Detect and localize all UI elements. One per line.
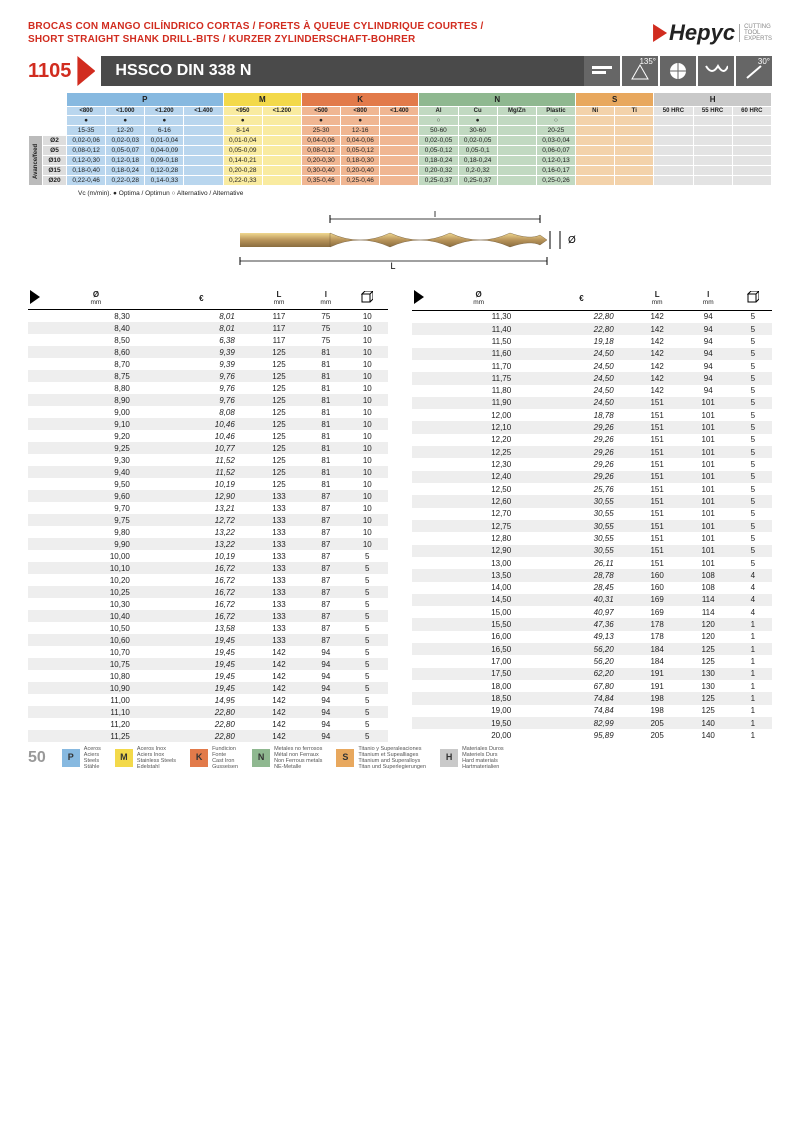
legend-item: KFundicion Fonte Cast Iron Gusseisen bbox=[190, 746, 238, 770]
table-row: 11,2522,80142945 bbox=[28, 730, 388, 742]
legend-item: HMateriales Duros Materiels Durs Hard ma… bbox=[440, 746, 504, 770]
table-row: 12,9030,551511015 bbox=[412, 545, 772, 557]
legend-item: NMetales no ferrosos Métal non Ferraux N… bbox=[252, 746, 322, 770]
table-row: 14,5040,311691144 bbox=[412, 594, 772, 606]
table-row: 13,5028,781601084 bbox=[412, 569, 772, 581]
table-row: 8,909,761258110 bbox=[28, 394, 388, 406]
table-row: 15,0040,971691144 bbox=[412, 606, 772, 618]
table-row: 8,506,381177510 bbox=[28, 334, 388, 346]
table-row: 12,7030,551511015 bbox=[412, 508, 772, 520]
table-row: 8,809,761258110 bbox=[28, 382, 388, 394]
table-row: 10,0010,19133875 bbox=[28, 550, 388, 562]
svg-text:l: l bbox=[434, 211, 436, 219]
table-row: 10,1016,72133875 bbox=[28, 562, 388, 574]
table-row: 14,0028,451601084 bbox=[412, 582, 772, 594]
table-row: 9,2510,771258110 bbox=[28, 442, 388, 454]
table-row: 10,6019,45133875 bbox=[28, 634, 388, 646]
table-row: 17,0056,201841251 bbox=[412, 655, 772, 667]
svg-text:Ø: Ø bbox=[568, 235, 576, 246]
table-row: 11,4022,80142945 bbox=[412, 323, 772, 335]
table-row: 15,5047,361781201 bbox=[412, 618, 772, 630]
legend-item: STitanio y Superaleaciones Titanium et S… bbox=[336, 746, 426, 770]
table-row: 10,3016,72133875 bbox=[28, 598, 388, 610]
page-number: 50 bbox=[28, 749, 46, 767]
table-row: 11,0014,95142945 bbox=[28, 694, 388, 706]
table-row: 9,1010,461258110 bbox=[28, 418, 388, 430]
table-row: 11,1022,80142945 bbox=[28, 706, 388, 718]
page-title: BROCAS CON MANGO CILÍNDRICO CORTAS / FOR… bbox=[28, 20, 484, 46]
table-row: 18,0067,801911301 bbox=[412, 680, 772, 692]
table-row: 11,3022,80142945 bbox=[412, 310, 772, 323]
table-row: 11,7024,50142945 bbox=[412, 360, 772, 372]
table-row: 9,2010,461258110 bbox=[28, 430, 388, 442]
table-row: 11,9024,501511015 bbox=[412, 397, 772, 409]
svg-text:L: L bbox=[390, 261, 395, 271]
brand-logo: Hepyc CUTTING TOOL EXPERTS bbox=[653, 20, 772, 46]
legend-item: PAceros Aciers Steels Stähle bbox=[62, 746, 101, 770]
table-row: 12,1029,261511015 bbox=[412, 421, 772, 433]
table-row: 18,5074,841981251 bbox=[412, 692, 772, 704]
product-table-left: Ømm€Lmmlmm8,308,0111775108,408,011177510… bbox=[28, 287, 388, 742]
shank-icon bbox=[584, 56, 620, 86]
table-row: 13,0026,111511015 bbox=[412, 557, 772, 569]
table-row: 11,5019,18142945 bbox=[412, 335, 772, 347]
table-row: 9,4011,521258110 bbox=[28, 466, 388, 478]
flute-icon bbox=[698, 56, 734, 86]
table-row: 9,7512,721338710 bbox=[28, 514, 388, 526]
table-row: 9,7013,211338710 bbox=[28, 502, 388, 514]
table-row: 11,7524,50142945 bbox=[412, 372, 772, 384]
table-row: 16,5056,201841251 bbox=[412, 643, 772, 655]
table-row: 9,008,081258110 bbox=[28, 406, 388, 418]
feed-note: Vc (m/min). ● Optima / Optimun ○ Alterna… bbox=[78, 190, 772, 197]
product-title: HSSCO DIN 338 N bbox=[101, 56, 584, 86]
table-row: 17,5062,201911301 bbox=[412, 668, 772, 680]
table-row: 8,609,391258110 bbox=[28, 346, 388, 358]
table-row: 10,8019,45142945 bbox=[28, 670, 388, 682]
materials-table: PMKNSH<800<1.000<1.200<1.400<950<1.200<5… bbox=[28, 92, 772, 186]
product-table-right: Ømm€Lmmlmm11,3022,8014294511,4022,801429… bbox=[412, 287, 772, 742]
table-row: 10,9019,45142945 bbox=[28, 682, 388, 694]
helix-angle-icon: 30° bbox=[736, 56, 772, 86]
table-row: 12,8030,551511015 bbox=[412, 532, 772, 544]
table-row: 19,0074,841981251 bbox=[412, 705, 772, 717]
table-row: 8,308,011177510 bbox=[28, 310, 388, 323]
spec-icon-strip: 135° 30° bbox=[584, 56, 772, 86]
table-row: 11,8024,50142945 bbox=[412, 385, 772, 397]
table-row: 10,7519,45142945 bbox=[28, 658, 388, 670]
table-row: 11,2022,80142945 bbox=[28, 718, 388, 730]
table-row: 8,408,011177510 bbox=[28, 322, 388, 334]
arrow-icon bbox=[77, 56, 95, 86]
table-row: 10,2016,72133875 bbox=[28, 574, 388, 586]
footer-legend: 50 PAceros Aciers Steels Stähle MAceros I… bbox=[28, 746, 772, 770]
table-row: 20,0095,892051401 bbox=[412, 729, 772, 742]
table-row: 9,3011,521258110 bbox=[28, 454, 388, 466]
tip-angle-icon: 135° bbox=[622, 56, 658, 86]
product-code: 1105 bbox=[28, 56, 77, 86]
table-row: 9,8013,221338710 bbox=[28, 526, 388, 538]
table-row: 11,6024,50142945 bbox=[412, 348, 772, 360]
legend-item: MAceros Inox Aciers Inox Stainless Steel… bbox=[115, 746, 176, 770]
table-row: 12,2529,261511015 bbox=[412, 446, 772, 458]
table-row: 8,759,761258110 bbox=[28, 370, 388, 382]
table-row: 12,0018,781511015 bbox=[412, 409, 772, 421]
table-row: 10,4016,72133875 bbox=[28, 610, 388, 622]
table-row: 19,5082,992051401 bbox=[412, 717, 772, 729]
table-row: 10,7019,45142945 bbox=[28, 646, 388, 658]
table-row: 9,6012,901338710 bbox=[28, 490, 388, 502]
table-row: 9,5010,191258110 bbox=[28, 478, 388, 490]
point-icon bbox=[660, 56, 696, 86]
brand-tagline: CUTTING TOOL EXPERTS bbox=[739, 24, 772, 42]
table-row: 12,7530,551511015 bbox=[412, 520, 772, 532]
table-row: 8,709,391258110 bbox=[28, 358, 388, 370]
table-row: 12,4029,261511015 bbox=[412, 471, 772, 483]
table-row: 12,5025,761511015 bbox=[412, 483, 772, 495]
table-row: 10,5013,58133875 bbox=[28, 622, 388, 634]
table-row: 12,3029,261511015 bbox=[412, 458, 772, 470]
table-row: 12,6030,551511015 bbox=[412, 495, 772, 507]
drill-diagram: l Ø L bbox=[220, 211, 580, 271]
table-row: 16,0049,131781201 bbox=[412, 631, 772, 643]
table-row: 10,2516,72133875 bbox=[28, 586, 388, 598]
table-row: 9,9013,221338710 bbox=[28, 538, 388, 550]
table-row: 12,2029,261511015 bbox=[412, 434, 772, 446]
